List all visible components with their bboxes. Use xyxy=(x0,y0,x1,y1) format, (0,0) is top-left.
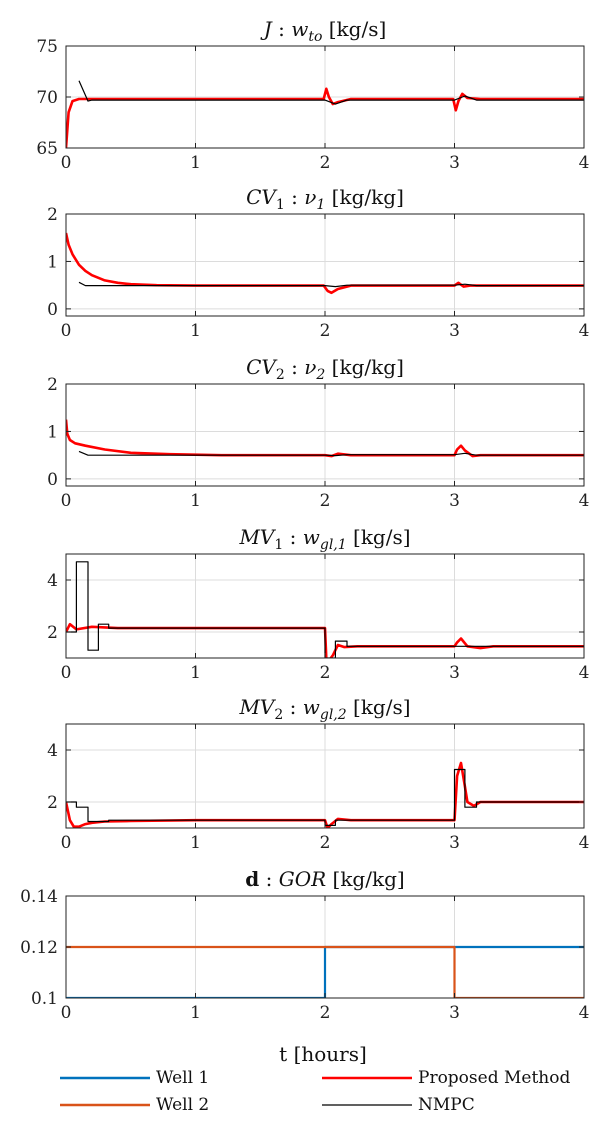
series-nmpc-line xyxy=(66,768,584,826)
x-tick-label: 0 xyxy=(61,833,72,853)
x-tick-label: 0 xyxy=(61,1003,72,1023)
y-tick-label: 2 xyxy=(47,375,58,395)
y-tick-label: 0.14 xyxy=(20,887,58,907)
x-tick-label: 0 xyxy=(61,491,72,511)
panel-title: MV2 : wgl,2 [kg/s] xyxy=(238,695,410,723)
x-tick-label: 4 xyxy=(579,833,590,853)
y-tick-label: 75 xyxy=(36,37,58,57)
panel-title: J : wto [kg/s] xyxy=(260,17,387,45)
x-tick-label: 4 xyxy=(579,153,590,173)
panel-title: CV2 : ν2 [kg/kg] xyxy=(246,355,404,383)
x-tick-label: 1 xyxy=(190,833,201,853)
y-tick-label: 4 xyxy=(47,571,58,591)
x-tick-label: 2 xyxy=(320,153,331,173)
x-tick-label: 3 xyxy=(449,663,460,683)
y-tick-label: 1 xyxy=(47,252,58,272)
x-tick-label: 4 xyxy=(579,1003,590,1023)
x-tick-label: 1 xyxy=(190,663,201,683)
x-tick-label: 2 xyxy=(320,1003,331,1023)
series-nmpc-line xyxy=(78,450,584,457)
y-tick-label: 2 xyxy=(47,623,58,643)
legend-label: Proposed Method xyxy=(418,1068,570,1088)
y-tick-label: 0 xyxy=(47,300,58,320)
series-nmpc-line xyxy=(78,80,584,105)
y-tick-label: 1 xyxy=(47,422,58,442)
panel-5: 0 1 2 3 4 2 4 MV2 : wgl,2 [kg/s] xyxy=(47,695,589,853)
panel-6: 0 1 2 3 4 0.1 0.12 0.14 d : GOR [kg/kg] xyxy=(20,867,589,1023)
x-tick-label: 3 xyxy=(449,153,460,173)
x-tick-label: 3 xyxy=(449,321,460,341)
panel-4: 0 1 2 3 4 2 4 MV1 : wgl,1 [kg/s] xyxy=(47,525,589,683)
x-tick-label: 4 xyxy=(579,321,590,341)
legend-label: Well 1 xyxy=(156,1068,209,1088)
legend: Well 1 Proposed Method Well 2 NMPC xyxy=(60,1068,570,1115)
x-tick-label: 1 xyxy=(190,1003,201,1023)
y-tick-label: 0.1 xyxy=(31,989,58,1009)
x-tick-label: 3 xyxy=(449,1003,460,1023)
x-tick-label: 4 xyxy=(579,491,590,511)
x-tick-label: 2 xyxy=(320,491,331,511)
panel-title: d : GOR [kg/kg] xyxy=(245,867,404,891)
x-tick-label: 2 xyxy=(320,833,331,853)
series-well-1-line xyxy=(66,945,584,998)
x-tick-label: 1 xyxy=(190,491,201,511)
panels: 0 1 2 3 4 65 70 75 J : wto [kg/s] 0 1 2 3 4 0 1 2 CV1 : ν… xyxy=(20,17,589,1023)
x-tick-label: 0 xyxy=(61,663,72,683)
x-tick-label: 1 xyxy=(190,153,201,173)
series-nmpc-line xyxy=(66,561,584,658)
panel-title: MV1 : wgl,1 [kg/s] xyxy=(238,525,410,553)
x-tick-label: 4 xyxy=(579,663,590,683)
series-proposed-method-line xyxy=(66,87,584,148)
y-tick-label: 70 xyxy=(36,88,58,108)
series-well-2-line xyxy=(66,945,584,998)
y-tick-label: 2 xyxy=(47,793,58,813)
x-axis-label: t [hours] xyxy=(279,1042,367,1066)
panel-1: 0 1 2 3 4 65 70 75 J : wto [kg/s] xyxy=(36,17,589,173)
x-tick-label: 2 xyxy=(320,663,331,683)
x-tick-label: 0 xyxy=(61,153,72,173)
y-tick-label: 4 xyxy=(47,741,58,761)
legend-label: NMPC xyxy=(418,1095,475,1115)
legend-label: Well 2 xyxy=(156,1095,209,1115)
x-tick-label: 0 xyxy=(61,321,72,341)
panel-2: 0 1 2 3 4 0 1 2 CV1 : ν1 [kg/kg] xyxy=(47,185,589,341)
y-tick-label: 2 xyxy=(47,205,58,225)
y-tick-label: 65 xyxy=(36,139,58,159)
y-tick-label: 0.12 xyxy=(20,938,58,958)
x-tick-label: 1 xyxy=(190,321,201,341)
y-tick-label: 0 xyxy=(47,470,58,490)
x-tick-label: 3 xyxy=(449,833,460,853)
series-nmpc-line xyxy=(78,281,584,288)
panel-3: 0 1 2 3 4 0 1 2 CV2 : ν2 [kg/kg] xyxy=(47,355,589,511)
x-tick-label: 3 xyxy=(449,491,460,511)
series-proposed-method-line xyxy=(66,761,584,828)
x-tick-label: 2 xyxy=(320,321,331,341)
panel-title: CV1 : ν1 [kg/kg] xyxy=(246,185,404,213)
